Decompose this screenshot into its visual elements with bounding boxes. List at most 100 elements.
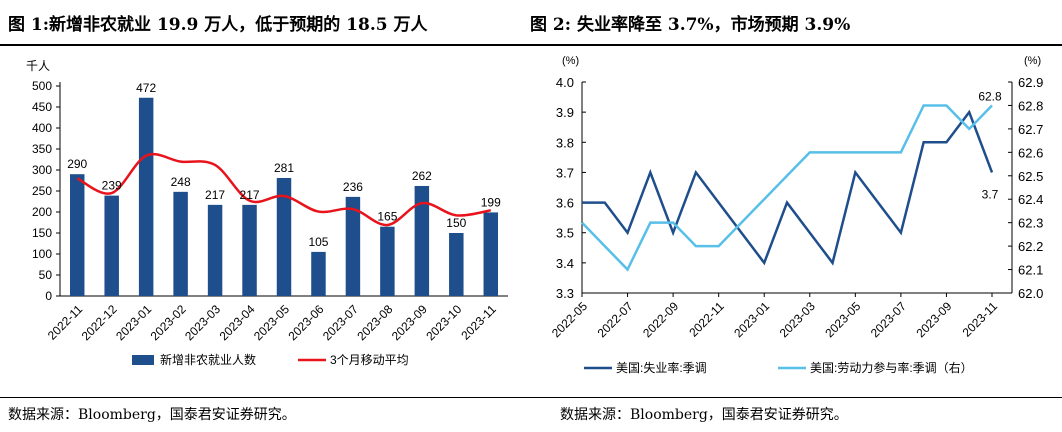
legend-ma-label: 3个月移动平均 [330,353,409,367]
payroll-chart: 千人 0 50 100 150 200 250 300 350 400 450 500 290 239 47… [26,59,508,367]
data-label-2022-11: 290 [67,157,87,171]
right-tick-label-9: 62.9 [1018,75,1043,90]
x-tick-label-2023-11: 2023-11 [458,302,499,343]
data-label-2023-05: 281 [274,161,294,175]
bar-2023-10 [449,233,464,296]
x-tick-label-2023-06: 2023-06 [285,302,326,343]
y-tick-label-7: 350 [32,142,52,156]
y-tick-label-2: 100 [32,247,52,261]
y-tick-label-1: 50 [39,268,53,282]
x-tick-label-2022-05: 2022-05 [549,299,590,340]
y-tick-label-10: 500 [32,79,52,93]
data-label-2023-03: 217 [205,188,225,202]
legend-bar-swatch [132,355,154,365]
bar-2023-09 [414,185,430,296]
data-label-2023-10: 150 [446,216,466,230]
unemployment-chart: (%) (%) 3.3 3.4 3.5 3.6 3.7 3.8 3.9 4.0 62.0 62.1 62… [549,55,1043,375]
data-label-2023-11: 199 [481,195,501,209]
unemployment-line [582,109,994,266]
right-tick-label-0: 62.0 [1018,286,1043,301]
right-tick-label-3: 62.3 [1018,216,1043,231]
left-tick-label-3: 3.6 [556,196,574,211]
x-tick-label-2023-04: 2023-04 [217,302,258,343]
right-tick-label-4: 62.4 [1018,192,1043,207]
figure1-title: 图 1:新增非农就业 19.9 万人，低于预期的 18.5 万人 [8,15,428,35]
y-tick-label-8: 400 [32,121,52,135]
legend-unemployment-label: 美国:失业率:季调 [616,360,707,375]
x-tick-label-2023-01: 2023-01 [113,302,154,343]
bar-2023-04 [242,204,257,296]
bar-2023-11 [483,212,499,296]
title-bar: 图 1:新增非农就业 19.9 万人，低于预期的 18.5 万人 图 2: 失业… [0,0,1062,46]
x-tick-label-2022-11: 2022-11 [45,302,86,343]
x-tick-label-2023-07: 2023-07 [320,302,361,343]
left-tick-label-7: 4.0 [556,75,574,90]
bar-2023-06 [311,251,326,296]
left-unit-label: (%) [562,55,579,67]
right-tick-label-5: 62.5 [1018,169,1043,184]
x-tick-label-2023-02: 2023-02 [148,302,189,343]
y-tick-label-5: 250 [32,184,52,198]
bar-2023-01 [138,97,154,296]
end-label-participation: 62.8 [978,89,1002,103]
left-tick-label-4: 3.7 [556,165,574,180]
bar-2023-08 [380,226,395,296]
data-label-2023-01: 472 [136,81,156,95]
data-label-2023-08: 165 [377,210,397,224]
x-tick-label-2023-03: 2023-03 [777,299,818,340]
moving-average-line [76,152,491,227]
x-tick-label-2023-03: 2023-03 [182,302,223,343]
x-tick-label-2022-12: 2022-12 [79,302,120,343]
left-tick-label-6: 3.9 [556,105,574,120]
x-tick-label-2023-05: 2023-05 [251,302,292,343]
y-tick-label-0: 0 [45,289,52,303]
end-label-unemployment: 3.7 [982,187,999,201]
y-tick-label-4: 200 [32,205,52,219]
x-tick-label-2023-10: 2023-10 [423,302,464,343]
x-tick-label-2023-05: 2023-05 [822,299,863,340]
bottom-rule [0,397,1062,398]
participation-line [581,104,993,272]
bar-2023-05 [276,177,292,296]
data-label-2023-04: 217 [240,188,260,202]
figure2-source: 数据来源：Bloomberg，国泰君安证券研究。 [560,407,848,423]
right-tick-label-2: 62.2 [1018,239,1043,254]
x-tick-label-2022-09: 2022-09 [640,299,681,340]
x-tick-label-2023-09: 2023-09 [389,302,430,343]
x-tick-label-2022-11: 2022-11 [686,299,727,340]
chart2-panel: (%) (%) 3.3 3.4 3.5 3.6 3.7 3.8 3.9 4.0 62.0 62.1 62… [530,46,1060,396]
bar-2023-02 [173,191,188,296]
data-label-2023-07: 236 [343,180,363,194]
left-tick-label-2: 3.5 [556,226,574,241]
left-tick-label-0: 3.3 [556,286,574,301]
figure1-source: 数据来源：Bloomberg，国泰君安证券研究。 [8,407,296,423]
x-tick-label-2023-08: 2023-08 [354,302,395,343]
right-tick-label-7: 62.7 [1018,122,1043,137]
x-tick-label-2023-11: 2023-11 [960,299,1001,340]
data-label-2023-02: 248 [171,175,191,189]
bar-2022-11 [69,174,85,296]
data-label-2022-12: 239 [102,179,122,193]
right-tick-label-1: 62.1 [1018,263,1043,278]
right-tick-label-6: 62.6 [1018,145,1043,160]
right-tick-label-8: 62.8 [1018,98,1043,113]
x-tick-label-2022-07: 2022-07 [595,299,636,340]
data-label-2023-09: 262 [412,169,432,183]
legend-participation-label: 美国:劳动力参与率:季调（右） [810,360,973,375]
x-tick-label-2023-09: 2023-09 [913,299,954,340]
y-tick-label-9: 450 [32,100,52,114]
figure2-title: 图 2: 失业率降至 3.7%，市场预期 3.9% [530,15,851,35]
data-label-2023-06: 105 [308,235,328,249]
legend-bar-label: 新增非农就业人数 [160,352,256,367]
right-unit-label: (%) [1024,55,1041,67]
x-tick-label-2023-07: 2023-07 [868,299,909,340]
y-tick-label-3: 150 [32,226,52,240]
bar-2022-12 [104,195,119,296]
chart1-panel: 千人 0 50 100 150 200 250 300 350 400 450 500 290 239 47… [8,46,523,396]
bar-2023-03 [207,204,223,296]
x-tick-label-2023-01: 2023-01 [731,299,772,340]
bar-2023-07 [345,196,361,296]
left-tick-label-1: 3.4 [556,256,574,271]
left-tick-label-5: 3.8 [556,135,574,150]
y-tick-label-6: 300 [32,163,52,177]
